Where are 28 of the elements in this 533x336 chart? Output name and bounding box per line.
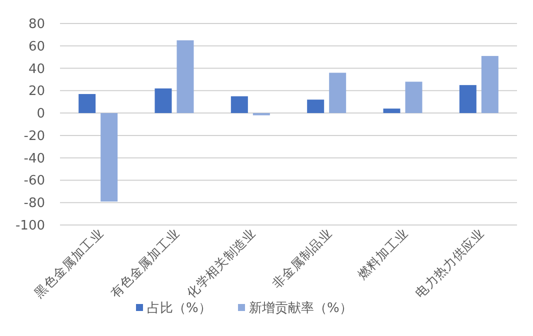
x-tick-label: 电力热力供应业 bbox=[412, 226, 488, 300]
bar bbox=[481, 56, 498, 114]
x-tick-label: 燃料加工业 bbox=[354, 226, 411, 282]
legend-label: 新增贡献率（%） bbox=[249, 300, 352, 316]
y-tick-label: -80 bbox=[24, 196, 45, 212]
x-tick-label: 有色金属加工业 bbox=[107, 226, 182, 300]
bar bbox=[230, 96, 248, 114]
x-tick-label: 非金属制品业 bbox=[268, 226, 335, 292]
y-tick-label: 40 bbox=[28, 62, 45, 77]
legend-label: 占比（%） bbox=[147, 301, 212, 316]
bar bbox=[176, 40, 194, 114]
y-tick-label: -40 bbox=[24, 151, 45, 166]
y-tick-label: 60 bbox=[28, 39, 45, 54]
bar bbox=[459, 85, 476, 114]
y-tick-label: 80 bbox=[28, 17, 45, 32]
bar bbox=[78, 94, 96, 114]
y-tick-label: -100 bbox=[15, 218, 45, 234]
x-tick-label: 化学相关制造业 bbox=[184, 226, 259, 300]
bar bbox=[307, 100, 324, 114]
bar bbox=[383, 108, 400, 114]
y-tick-label: 0 bbox=[36, 106, 45, 122]
bar bbox=[329, 72, 346, 114]
bar bbox=[405, 82, 422, 114]
bar bbox=[154, 88, 172, 114]
y-tick-label: -60 bbox=[24, 174, 45, 189]
y-tick-label: 20 bbox=[28, 84, 45, 100]
bar bbox=[100, 113, 118, 202]
y-tick-label: -20 bbox=[24, 128, 45, 144]
